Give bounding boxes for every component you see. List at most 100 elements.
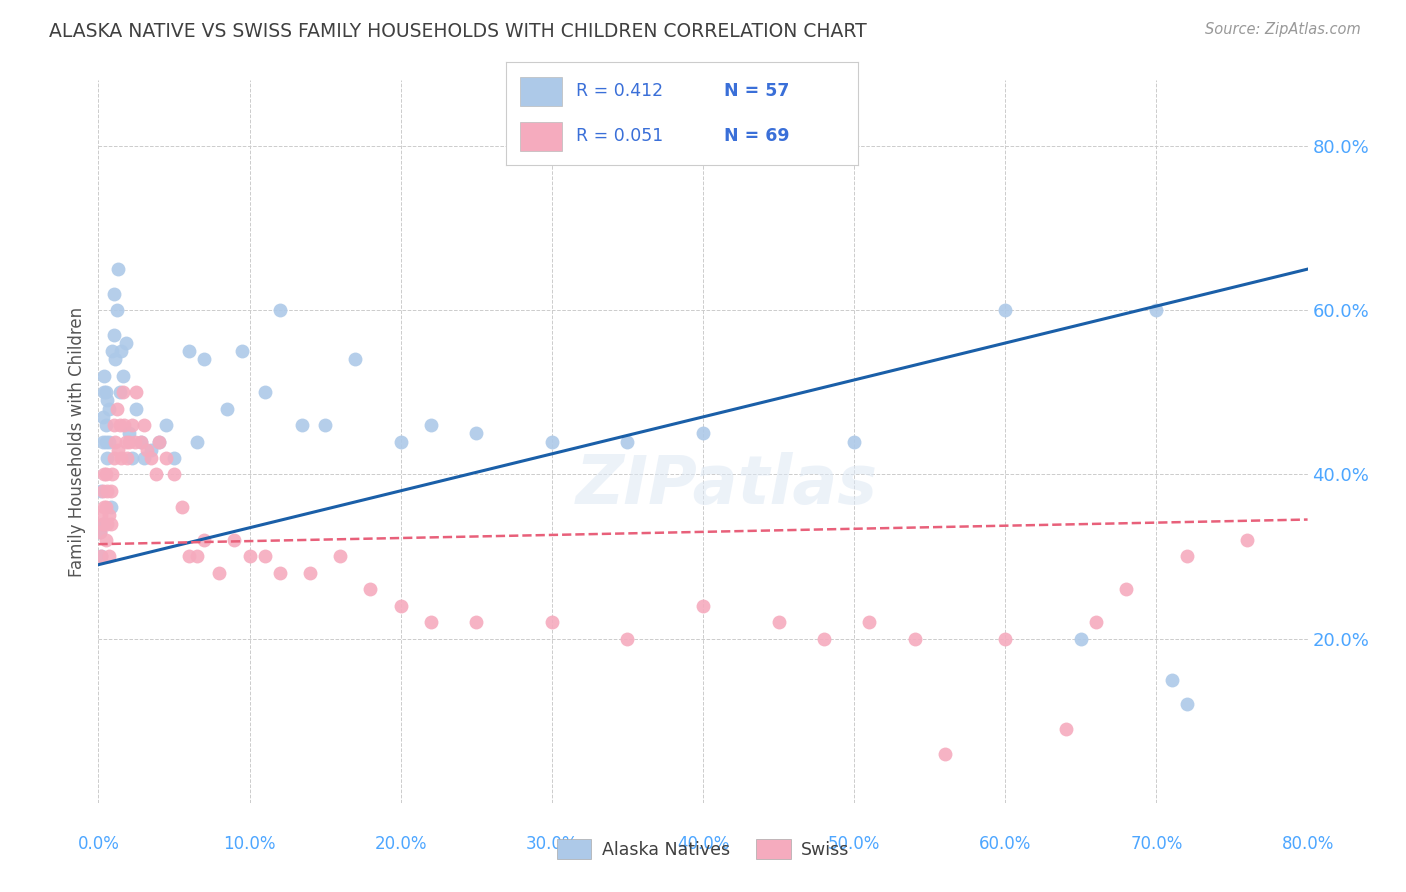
Point: [118, 426, 141, 441]
Point: [540, 434, 562, 449]
Point: [420, 418, 443, 433]
Point: [389, 599, 412, 613]
Point: [94, 467, 117, 482]
Text: 70.0%: 70.0%: [1130, 835, 1182, 854]
Point: [360, 582, 382, 597]
Point: [96, 393, 118, 408]
Point: [129, 434, 152, 449]
Point: [253, 385, 276, 400]
Point: [98, 508, 121, 523]
Point: [121, 450, 143, 465]
Point: [94, 418, 117, 433]
Point: [114, 434, 136, 449]
Point: [124, 434, 146, 449]
Point: [103, 418, 125, 433]
Point: [103, 327, 125, 342]
Text: R = 0.412: R = 0.412: [576, 82, 664, 100]
Point: [224, 533, 246, 547]
Point: [844, 434, 866, 449]
Point: [616, 632, 638, 646]
Text: N = 57: N = 57: [724, 82, 789, 100]
Point: [291, 418, 314, 433]
Point: [132, 418, 155, 433]
Point: [155, 450, 177, 465]
Point: [94, 434, 117, 449]
Point: [104, 352, 127, 367]
Point: [1070, 632, 1092, 646]
Point: [1160, 673, 1182, 687]
Point: [96, 516, 118, 531]
Point: [107, 442, 129, 457]
Point: [108, 418, 131, 433]
Point: [813, 632, 835, 646]
Point: [98, 401, 121, 416]
Point: [91, 409, 114, 424]
Point: [100, 483, 122, 498]
Point: [1175, 549, 1198, 564]
Y-axis label: Family Households with Children: Family Households with Children: [67, 307, 86, 576]
Point: [1085, 615, 1108, 630]
Point: [91, 516, 114, 531]
Point: [193, 352, 215, 367]
Point: [1115, 582, 1137, 597]
Point: [314, 418, 336, 433]
Point: [108, 385, 131, 400]
Point: [90, 508, 112, 523]
Point: [186, 549, 208, 564]
Point: [104, 434, 127, 449]
Text: 0.0%: 0.0%: [77, 835, 120, 854]
FancyBboxPatch shape: [520, 122, 562, 151]
Point: [91, 434, 114, 449]
Point: [111, 385, 134, 400]
Point: [141, 450, 163, 465]
Text: Source: ZipAtlas.com: Source: ZipAtlas.com: [1205, 22, 1361, 37]
Point: [329, 549, 352, 564]
Point: [904, 632, 927, 646]
Point: [141, 442, 163, 457]
Point: [148, 434, 170, 449]
Point: [89, 524, 111, 539]
Point: [1175, 698, 1198, 712]
Text: 40.0%: 40.0%: [676, 835, 730, 854]
Point: [148, 434, 170, 449]
Point: [93, 500, 115, 515]
Point: [111, 368, 134, 383]
Point: [465, 615, 488, 630]
Point: [100, 500, 122, 515]
Point: [1054, 722, 1077, 736]
Point: [692, 426, 714, 441]
Point: [540, 615, 562, 630]
Point: [91, 516, 114, 531]
Legend: Alaska Natives, Swiss: Alaska Natives, Swiss: [550, 832, 856, 866]
Point: [179, 344, 201, 359]
Text: 50.0%: 50.0%: [828, 835, 880, 854]
Point: [692, 599, 714, 613]
Point: [420, 615, 443, 630]
Point: [616, 434, 638, 449]
Text: ZIPatlas: ZIPatlas: [576, 452, 879, 518]
Point: [215, 401, 238, 416]
Text: 80.0%: 80.0%: [1281, 835, 1334, 854]
Point: [269, 303, 291, 318]
Point: [231, 344, 253, 359]
Point: [269, 566, 291, 580]
Point: [94, 500, 117, 515]
Point: [1144, 303, 1167, 318]
Point: [103, 286, 125, 301]
Point: [93, 467, 115, 482]
Point: [93, 385, 115, 400]
Text: 60.0%: 60.0%: [979, 835, 1032, 854]
Text: ALASKA NATIVE VS SWISS FAMILY HOUSEHOLDS WITH CHILDREN CORRELATION CHART: ALASKA NATIVE VS SWISS FAMILY HOUSEHOLDS…: [49, 22, 868, 41]
Point: [121, 418, 143, 433]
Point: [114, 336, 136, 351]
Text: R = 0.051: R = 0.051: [576, 128, 664, 145]
Point: [90, 549, 112, 564]
Point: [100, 516, 122, 531]
Point: [105, 303, 128, 318]
Text: 30.0%: 30.0%: [526, 835, 578, 854]
Point: [1236, 533, 1258, 547]
Point: [299, 566, 322, 580]
Point: [125, 401, 148, 416]
Point: [163, 467, 186, 482]
Point: [91, 483, 114, 498]
